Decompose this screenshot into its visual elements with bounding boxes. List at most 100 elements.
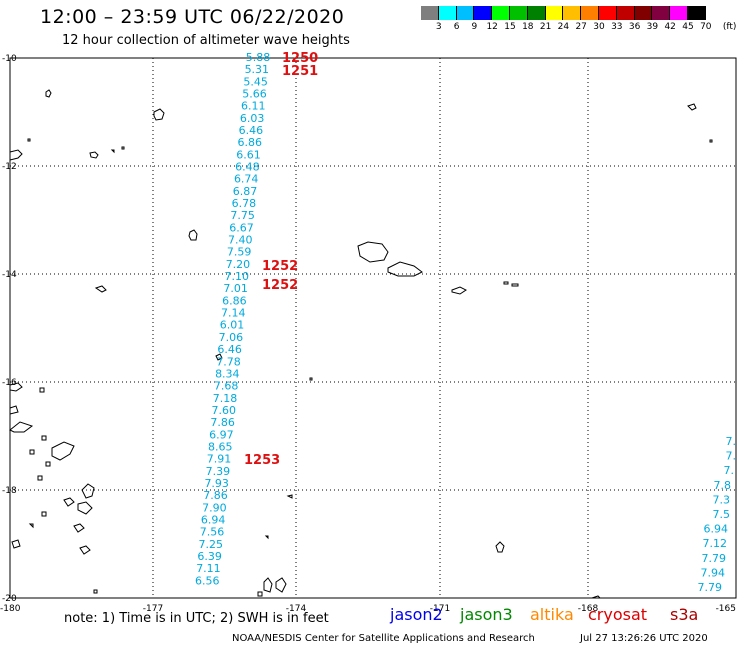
- island: [264, 535, 269, 540]
- swh-value: 7.06: [219, 331, 244, 344]
- swh-value: 7.68: [214, 380, 239, 393]
- colorbar-swatch: [670, 6, 688, 20]
- colorbar-swatch: [527, 6, 546, 20]
- colorbar-swatch: [616, 6, 635, 20]
- colorbar-tick-label: 42: [664, 22, 676, 32]
- pass-time-label: 1253: [244, 453, 280, 468]
- colorbar-swatch: [634, 6, 653, 20]
- map-title: 12:00 – 23:59 UTC 06/22/2020: [40, 6, 345, 28]
- colorbar-tick-label: 9: [471, 22, 478, 32]
- pass-time-label: 1250: [282, 51, 318, 66]
- swh-value: 6.46: [217, 343, 242, 356]
- legend-s3a: s3a: [670, 605, 699, 624]
- swh-value: 6.94: [704, 523, 729, 536]
- colorbar-tick-labels: 3 6 9 12 15 18 21 24 27 30 33 36 39 42 45 70 (ft): [421, 22, 740, 34]
- island: [41, 435, 47, 441]
- island: [28, 523, 34, 529]
- swh-value: 7.75: [230, 209, 255, 222]
- legend-altika: altika: [530, 605, 574, 624]
- island: [511, 283, 519, 287]
- colorbar-tick-label: 15: [504, 22, 516, 32]
- swh-value: 7.59: [227, 246, 252, 259]
- colorbar-tick-label: 21: [539, 22, 552, 32]
- pass-time-label: 1252: [262, 259, 298, 274]
- legend-jason2: jason2: [390, 605, 443, 624]
- swh-value: 6.46: [239, 124, 264, 137]
- island: [45, 89, 52, 98]
- longitude-labels: -180 -177 -174 -171 -168 -165: [0, 604, 736, 614]
- legend-jason3: jason3: [460, 605, 513, 624]
- island: [27, 138, 31, 142]
- island: [286, 494, 293, 499]
- colorbar-swatch: [598, 6, 617, 20]
- longitude-label: -174: [286, 604, 307, 614]
- island-outlines: [9, 89, 713, 599]
- map-frame: [9, 57, 737, 599]
- swh-value: 5.88: [246, 51, 271, 64]
- swh-value: 7.94: [701, 566, 726, 579]
- latitude-label: -18: [2, 486, 17, 496]
- swh-value: 7.78: [216, 355, 241, 368]
- swh-value: 7.79: [702, 552, 727, 565]
- island: [94, 285, 107, 293]
- swh-value: 7.: [726, 435, 737, 448]
- swh-value: 7.90: [202, 501, 227, 514]
- swh-value: 7.93: [204, 477, 229, 490]
- footer-credit: NOAA/NESDIS Center for Satellite Applica…: [232, 633, 535, 644]
- swh-value: 7.25: [199, 538, 224, 551]
- swh-value: 6.86: [222, 294, 247, 307]
- latitude-label: -20: [2, 594, 17, 604]
- swh-value: 6.86: [237, 136, 262, 149]
- colorbar-swatch: [421, 6, 439, 20]
- island: [29, 449, 35, 455]
- legend-cryosat: cryosat: [588, 605, 648, 624]
- island: [93, 589, 98, 594]
- island: [41, 511, 47, 517]
- colorbar-tick-label: 39: [646, 22, 659, 32]
- colorbar-swatch: [492, 6, 510, 20]
- latitude-label: -12: [2, 162, 17, 172]
- swh-value: 7.86: [203, 489, 228, 502]
- colorbar-tick-label: 18: [522, 22, 534, 32]
- altimeter-track-main: 5.885.315.455.666.116.036.466.866.616.48…: [195, 51, 270, 587]
- colorbar-tick-label: 12: [486, 22, 498, 32]
- swh-value: 7.14: [221, 307, 246, 320]
- latitude-labels: -10 -12 -14 -16 -18 -20: [2, 54, 17, 604]
- swh-value: 6.11: [241, 100, 266, 113]
- island: [263, 577, 273, 593]
- swh-value: 6.67: [229, 221, 254, 234]
- island: [503, 281, 509, 285]
- island: [77, 501, 93, 515]
- island-upolu: [387, 261, 423, 277]
- swh-value: 8.65: [208, 440, 233, 453]
- latitude-label: -10: [2, 54, 17, 64]
- longitude-label: -168: [578, 604, 599, 614]
- island: [495, 541, 505, 553]
- latitude-label: -16: [2, 378, 17, 388]
- footer-timestamp: Jul 27 13:26:26 UTC 2020: [580, 633, 708, 644]
- longitude-label: -180: [0, 604, 21, 614]
- island: [81, 483, 95, 499]
- pass-time-label: 1252: [262, 278, 298, 293]
- island: [9, 405, 19, 415]
- swh-value: 7.3: [713, 493, 731, 506]
- colorbar-tick-label: 24: [557, 22, 570, 32]
- swh-value: 7.12: [703, 537, 728, 550]
- swh-value: 6.48: [235, 161, 260, 174]
- swh-value: 5.66: [242, 88, 267, 101]
- island: [215, 353, 223, 361]
- island: [451, 286, 467, 295]
- island: [687, 103, 697, 111]
- island: [73, 523, 85, 533]
- swh-value: 8.34: [215, 367, 240, 380]
- swh-value: 5.31: [245, 63, 270, 76]
- island: [9, 421, 34, 433]
- graticule: [10, 58, 736, 598]
- colorbar-swatch: [438, 6, 457, 20]
- swh-value: 7.: [726, 450, 737, 463]
- swh-value: 6.97: [209, 428, 234, 441]
- island: [188, 229, 198, 241]
- island-viti-levu: [51, 441, 75, 461]
- colorbar-swatch: [474, 6, 493, 20]
